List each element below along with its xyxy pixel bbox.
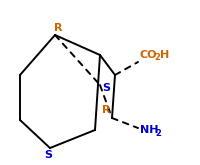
Text: CO: CO (139, 50, 157, 60)
Text: R: R (101, 105, 110, 115)
Text: R: R (53, 23, 62, 33)
Text: NH: NH (139, 125, 158, 135)
Text: 2: 2 (153, 53, 159, 63)
Text: H: H (159, 50, 168, 60)
Text: S: S (101, 83, 109, 93)
Text: 2: 2 (154, 129, 160, 137)
Text: S: S (44, 150, 52, 160)
